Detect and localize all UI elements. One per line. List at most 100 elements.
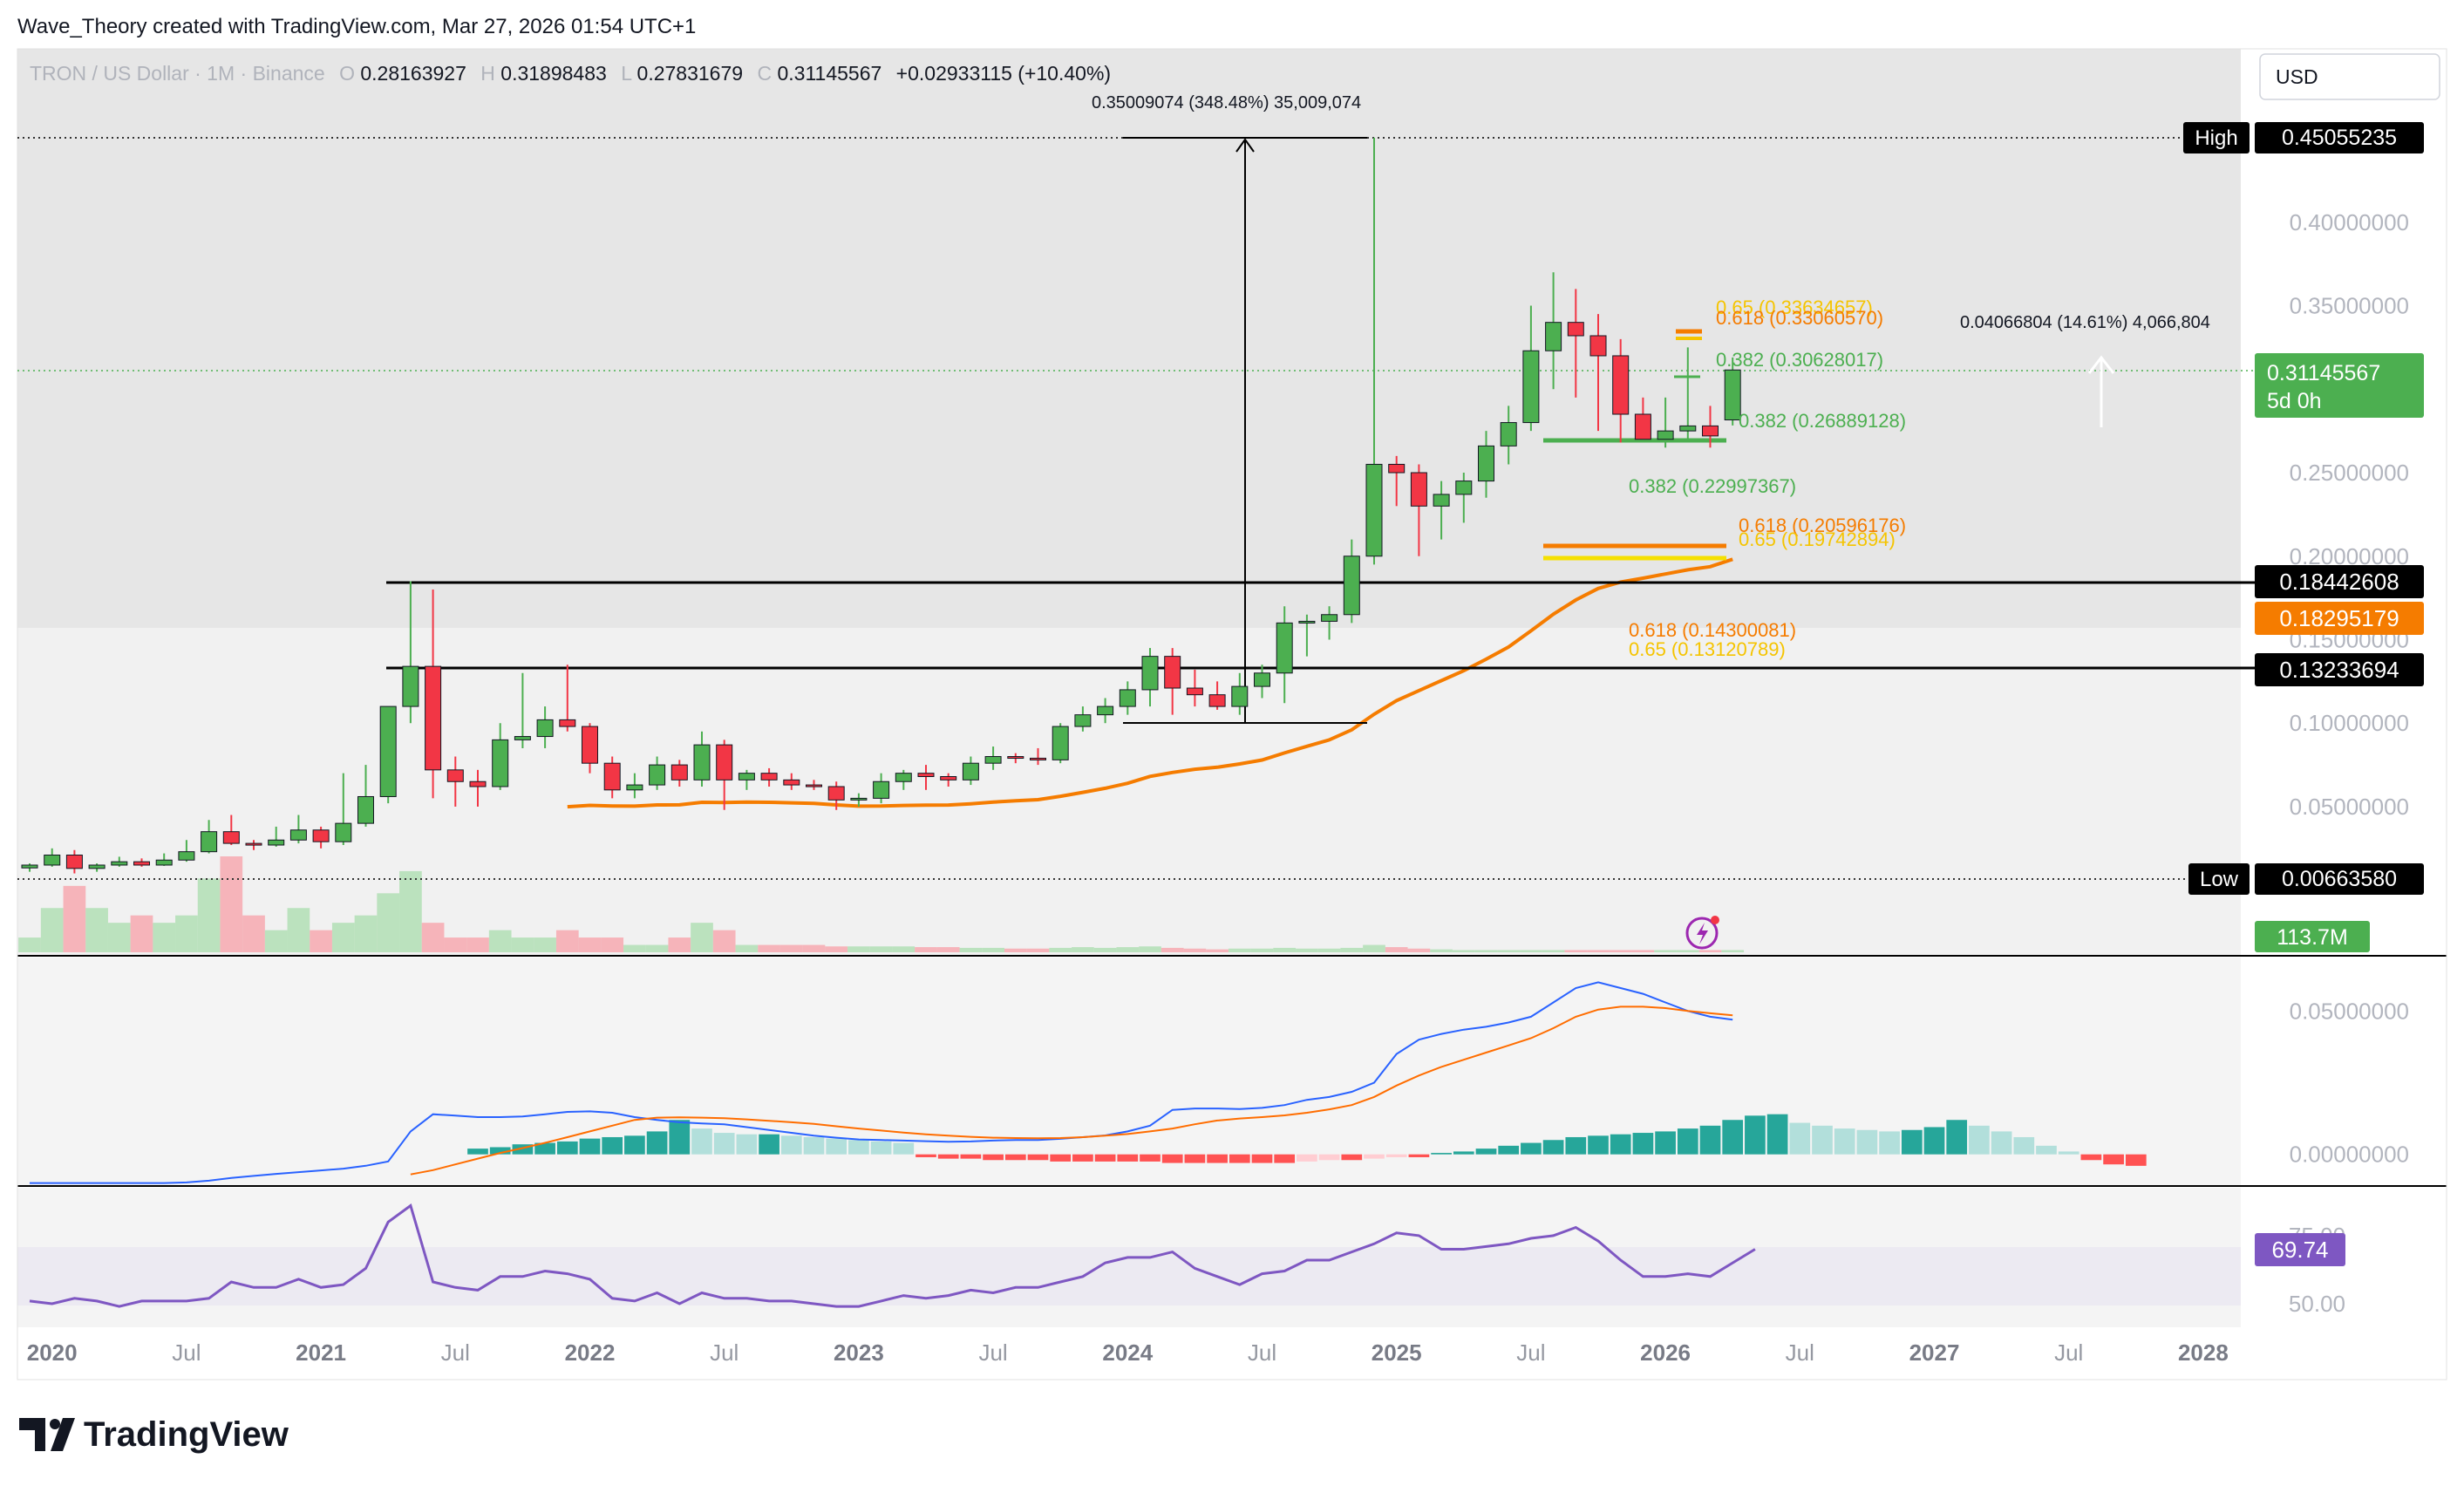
candle-body bbox=[44, 854, 61, 866]
candle-body bbox=[1478, 445, 1494, 482]
volume-bar bbox=[1273, 947, 1297, 952]
candle-body bbox=[1455, 481, 1473, 495]
currency-button-box[interactable] bbox=[2259, 53, 2440, 100]
candle-body bbox=[783, 779, 800, 786]
volume-bar bbox=[1206, 949, 1229, 952]
volume-bar bbox=[130, 915, 153, 952]
fib-label-618-low: 0.618 (0.14300081) bbox=[1629, 619, 1796, 641]
candle-body bbox=[1724, 369, 1741, 421]
volume-bar bbox=[1183, 948, 1207, 952]
macd-histogram-bar bbox=[1072, 1154, 1093, 1162]
time-tick-label: 2024 bbox=[1102, 1339, 1153, 1366]
volume-bar bbox=[915, 947, 937, 952]
candle-body bbox=[402, 665, 419, 707]
alert-icon-bolt[interactable] bbox=[1697, 923, 1708, 944]
macd-signal-line bbox=[410, 1005, 1733, 1176]
tradingview-logo: TradingView bbox=[19, 1415, 289, 1454]
macd-histogram-bar bbox=[915, 1154, 936, 1157]
low-tag: Low 0.00663580 bbox=[2188, 863, 2424, 895]
currency-button[interactable]: USD bbox=[2259, 53, 2440, 100]
macd-histogram-bar bbox=[870, 1141, 892, 1155]
macd-histogram-bar bbox=[713, 1133, 735, 1155]
macd-histogram-bar bbox=[1094, 1154, 1116, 1162]
symbol-bar: TRON / US Dollar · 1M · Binance O 0.2816… bbox=[30, 62, 1111, 85]
volume-bar bbox=[1407, 948, 1431, 952]
macd-histogram-bar bbox=[1632, 1133, 1654, 1155]
macd-histogram-bar bbox=[1251, 1154, 1273, 1163]
candle-body bbox=[1141, 656, 1159, 691]
candle-body bbox=[1074, 714, 1092, 727]
high-tag-box bbox=[2183, 122, 2250, 153]
level-tag-0-184-label: 0.18442608 bbox=[2279, 569, 2399, 595]
candle-body bbox=[245, 842, 262, 846]
candle-body bbox=[649, 764, 666, 786]
volume-bar bbox=[1474, 950, 1498, 952]
rsi-tag: 69.74 bbox=[2255, 1233, 2345, 1266]
macd-histogram-bar bbox=[1498, 1145, 1520, 1155]
candle-body bbox=[536, 719, 554, 738]
candle-body bbox=[1030, 757, 1046, 760]
volume-bar bbox=[1721, 950, 1745, 952]
macd-histogram-bar bbox=[937, 1154, 959, 1159]
volume-bar bbox=[1072, 947, 1094, 952]
macd-histogram-bar bbox=[1699, 1125, 1721, 1155]
volume-bar bbox=[242, 915, 265, 952]
time-tick-label: Jul bbox=[978, 1339, 1007, 1366]
chart-frame bbox=[17, 48, 2447, 1380]
currency-button-label[interactable]: USD bbox=[2276, 65, 2318, 88]
macd-histogram-bar bbox=[646, 1131, 668, 1155]
candle-body bbox=[1702, 425, 1719, 437]
volume-bar bbox=[63, 885, 86, 952]
fib-label-382-b: 0.382 (0.26889128) bbox=[1739, 410, 1906, 432]
candle-body bbox=[1589, 335, 1607, 357]
macd-histogram-bar bbox=[893, 1142, 915, 1155]
macd-histogram-bar bbox=[556, 1141, 578, 1155]
alert-icon[interactable] bbox=[1685, 916, 1719, 950]
macd-histogram-bar bbox=[1161, 1154, 1183, 1163]
macd-histogram-bar bbox=[1364, 1154, 1385, 1159]
volume-bar bbox=[399, 870, 422, 952]
volume-bar bbox=[1564, 950, 1588, 952]
volume-bar bbox=[712, 930, 736, 952]
level-tag-0-184-box bbox=[2255, 565, 2424, 598]
candle-body bbox=[582, 726, 598, 764]
volume-bar bbox=[1026, 948, 1050, 952]
time-tick-label: 2022 bbox=[565, 1339, 616, 1366]
macd-histogram-bar bbox=[669, 1120, 691, 1155]
rsi-line bbox=[29, 1203, 1756, 1308]
macd-histogram-bar bbox=[1207, 1154, 1228, 1163]
alert-icon-circle[interactable] bbox=[1685, 917, 1719, 950]
time-tick-label: Jul bbox=[1248, 1339, 1276, 1366]
candle-body bbox=[469, 780, 487, 787]
candle-body bbox=[1612, 355, 1630, 415]
measure-right-label: 0.04066804 (14.61%) 4,066,804 bbox=[1960, 313, 2210, 332]
volume-bar bbox=[197, 878, 221, 952]
macd-histogram-bar bbox=[602, 1136, 623, 1155]
macd-histogram-bar bbox=[1766, 1114, 1788, 1155]
macd-histogram-bar bbox=[1050, 1154, 1072, 1162]
fib-label-65-top: 0.65 (0.33634657) bbox=[1716, 297, 1873, 318]
macd-histogram-bar bbox=[848, 1140, 869, 1155]
time-tick-label: 2023 bbox=[834, 1339, 884, 1366]
volume-bar bbox=[511, 937, 534, 952]
tradingview-logo-text: TradingView bbox=[84, 1415, 289, 1454]
macd-histogram-bar bbox=[534, 1142, 555, 1155]
macd-histogram-bar bbox=[1229, 1154, 1250, 1163]
volume-bar bbox=[1004, 948, 1027, 952]
volume-bar bbox=[85, 908, 108, 952]
volume-bar bbox=[377, 893, 400, 952]
low-label: L bbox=[621, 62, 632, 85]
candle-body bbox=[873, 780, 890, 799]
macd-histogram-bar bbox=[736, 1134, 758, 1155]
fib-label-382-c: 0.382 (0.22997367) bbox=[1629, 475, 1796, 497]
high-value-box bbox=[2255, 122, 2424, 153]
candle-body bbox=[201, 831, 218, 853]
rsi-indicator bbox=[29, 1203, 1756, 1308]
candle-body bbox=[111, 861, 128, 866]
volume-bar bbox=[310, 930, 332, 952]
macd-indicator bbox=[30, 981, 2147, 1184]
volume-bar bbox=[1609, 950, 1632, 952]
volume-bar bbox=[264, 930, 288, 952]
candle-body bbox=[940, 776, 957, 780]
volume-bar bbox=[982, 947, 1004, 952]
